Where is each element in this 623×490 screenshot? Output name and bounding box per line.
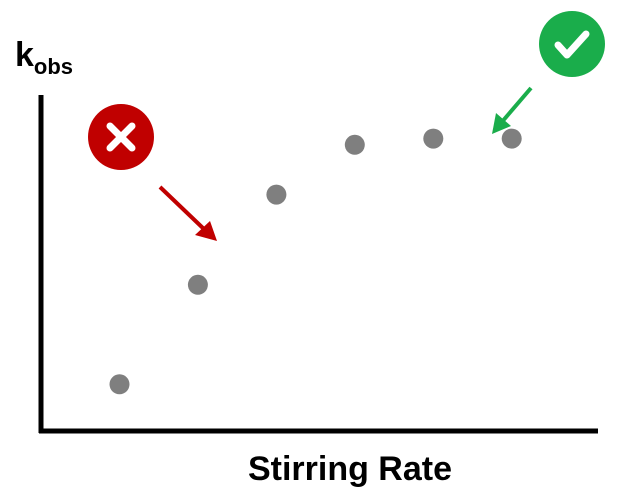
- data-point-5: [423, 128, 444, 149]
- data-point-3: [266, 184, 287, 205]
- check-badge: [539, 11, 605, 77]
- x-axis-label: Stirring Rate: [248, 450, 452, 488]
- y-axis-label-main: k: [15, 36, 34, 74]
- data-point-6: [501, 128, 522, 149]
- y-axis-label-subscript: obs: [34, 54, 73, 79]
- data-point-4: [344, 134, 365, 155]
- check-arrow: [492, 86, 533, 134]
- check-annotation: [492, 11, 605, 134]
- cross-annotation: [88, 104, 217, 241]
- data-points: [109, 128, 522, 395]
- cross-arrow: [158, 185, 217, 241]
- y-axis-label: kobs: [15, 36, 73, 79]
- data-point-1: [109, 374, 130, 395]
- data-point-2: [187, 274, 208, 295]
- check-icon: [554, 30, 590, 59]
- cross-icon: [106, 122, 136, 152]
